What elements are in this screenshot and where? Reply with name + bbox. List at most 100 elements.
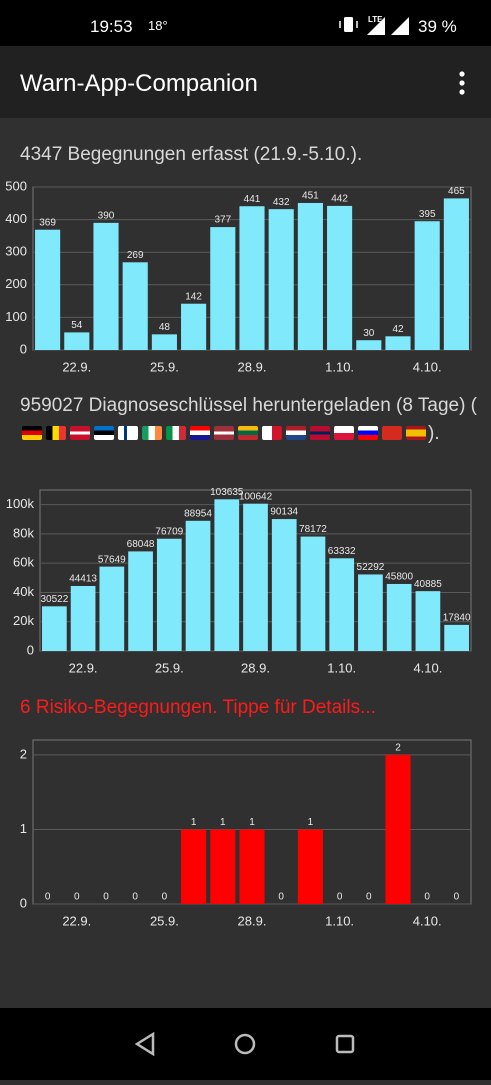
- data-label: 68048: [127, 539, 155, 550]
- section-heading: 959027 Diagnoseschlüssel heruntergeladen…: [20, 392, 482, 448]
- x-tick-label: 22.9.: [62, 913, 91, 928]
- heading-text: ).: [428, 423, 440, 444]
- vibrate-icon: [339, 17, 358, 32]
- data-label: 17840: [443, 613, 471, 624]
- x-tick-label: 1.10.: [325, 913, 354, 928]
- y-tick-label: 100: [5, 309, 27, 324]
- data-label: 142: [185, 291, 202, 302]
- flag: [214, 426, 234, 440]
- chart: 0 100 200 300 400 500 369 22.9. 54 390 269 25.9. 48 1…: [5, 178, 472, 374]
- data-label: 1: [249, 817, 255, 828]
- data-label: 451: [302, 191, 319, 202]
- data-label: 57649: [98, 554, 126, 565]
- bar: [64, 332, 90, 350]
- bar: [35, 229, 61, 350]
- bar: [210, 227, 236, 350]
- data-label: 1: [191, 817, 197, 828]
- data-label: 30522: [40, 594, 68, 605]
- bar: [385, 754, 411, 904]
- bar: [70, 585, 96, 651]
- y-tick-label: 0: [20, 895, 27, 910]
- app-title: Warn-App-Companion: [20, 70, 258, 97]
- x-tick-label: 1.10.: [327, 660, 356, 675]
- status-bar: 19:53 18° LTE 39 %: [0, 0, 491, 46]
- y-tick-label: 0: [27, 642, 34, 657]
- bar: [181, 829, 207, 904]
- flag: [238, 426, 258, 440]
- overflow-menu[interactable]: [452, 70, 472, 100]
- recents-button[interactable]: [335, 1034, 355, 1054]
- risk-link[interactable]: 6 Risiko-Begegnungen. Tippe für Details.…: [20, 697, 376, 718]
- navigation-bar: [0, 1008, 491, 1080]
- nav-buttons: [134, 1031, 355, 1057]
- data-label: 44413: [69, 574, 97, 585]
- bar: [210, 829, 236, 904]
- bar: [356, 340, 382, 350]
- data-label: 42: [392, 324, 404, 335]
- signal-icons: [367, 17, 409, 35]
- bar: [358, 574, 383, 651]
- bar: [151, 334, 177, 350]
- bar: [327, 205, 353, 350]
- data-label: 390: [98, 211, 115, 222]
- bar: [185, 520, 211, 651]
- x-tick-label: 22.9.: [69, 660, 98, 675]
- bar: [243, 503, 268, 651]
- chart: 0 1 2 0 22.9. 0 0 0 25.9. 0 1 1 28.9. 1 0 1 1.10. 0 0 2 4.10…: [20, 739, 472, 928]
- flag: [22, 426, 42, 440]
- data-label: 100642: [239, 491, 273, 502]
- data-label: 0: [337, 892, 343, 903]
- y-tick-label: 200: [5, 276, 27, 291]
- temperature: 18°: [148, 18, 168, 33]
- section-heading: 4347 Begegnungen erfasst (21.9.-5.10.).: [20, 144, 363, 165]
- data-label: 441: [244, 194, 261, 205]
- bar: [443, 198, 469, 350]
- bar: [386, 583, 412, 651]
- bar: [329, 558, 355, 651]
- data-label: 0: [366, 892, 372, 903]
- bar: [297, 202, 323, 350]
- data-label: 395: [419, 209, 436, 220]
- bar: [444, 624, 469, 651]
- chart: 0 20k 40k 60k 80k 100k 30522 22.9. 4441357649680…: [6, 487, 472, 675]
- app-bar: Warn-App-Companion: [0, 46, 491, 118]
- flag: [94, 426, 114, 440]
- home-button[interactable]: [234, 1033, 256, 1055]
- x-tick-label: 1.10.: [325, 359, 354, 374]
- battery: 39 %: [418, 17, 457, 36]
- data-label: 0: [45, 892, 51, 903]
- data-label: 0: [103, 892, 109, 903]
- data-label: 52292: [357, 562, 385, 573]
- flag: [46, 426, 66, 440]
- bar: [385, 336, 411, 350]
- bar: [268, 209, 294, 350]
- data-label: 0: [424, 892, 430, 903]
- x-tick-label: 25.9.: [150, 359, 179, 374]
- y-tick-label: 40k: [13, 584, 34, 599]
- flag: [70, 426, 90, 440]
- bar: [414, 221, 440, 350]
- clock: 19:53: [90, 17, 133, 36]
- data-label: 103635: [210, 487, 244, 498]
- flag: [262, 426, 282, 440]
- data-label: 465: [448, 186, 465, 197]
- back-button[interactable]: [134, 1031, 155, 1057]
- x-tick-label: 25.9.: [155, 660, 184, 675]
- x-tick-label: 28.9.: [241, 660, 270, 675]
- data-label: 45800: [385, 572, 413, 583]
- bar: [415, 591, 441, 651]
- data-label: 442: [331, 194, 348, 205]
- data-label: 0: [162, 892, 168, 903]
- data-label: 0: [278, 892, 284, 903]
- y-tick-label: 80k: [13, 525, 34, 540]
- bar: [271, 519, 297, 651]
- data-label: 432: [273, 197, 290, 208]
- y-tick-label: 300: [5, 244, 27, 259]
- y-tick-label: 0: [20, 341, 27, 356]
- network-type: LTE: [368, 15, 383, 24]
- data-label: 63332: [328, 546, 356, 557]
- bar: [99, 566, 125, 651]
- bar: [42, 606, 67, 651]
- data-label: 0: [74, 892, 80, 903]
